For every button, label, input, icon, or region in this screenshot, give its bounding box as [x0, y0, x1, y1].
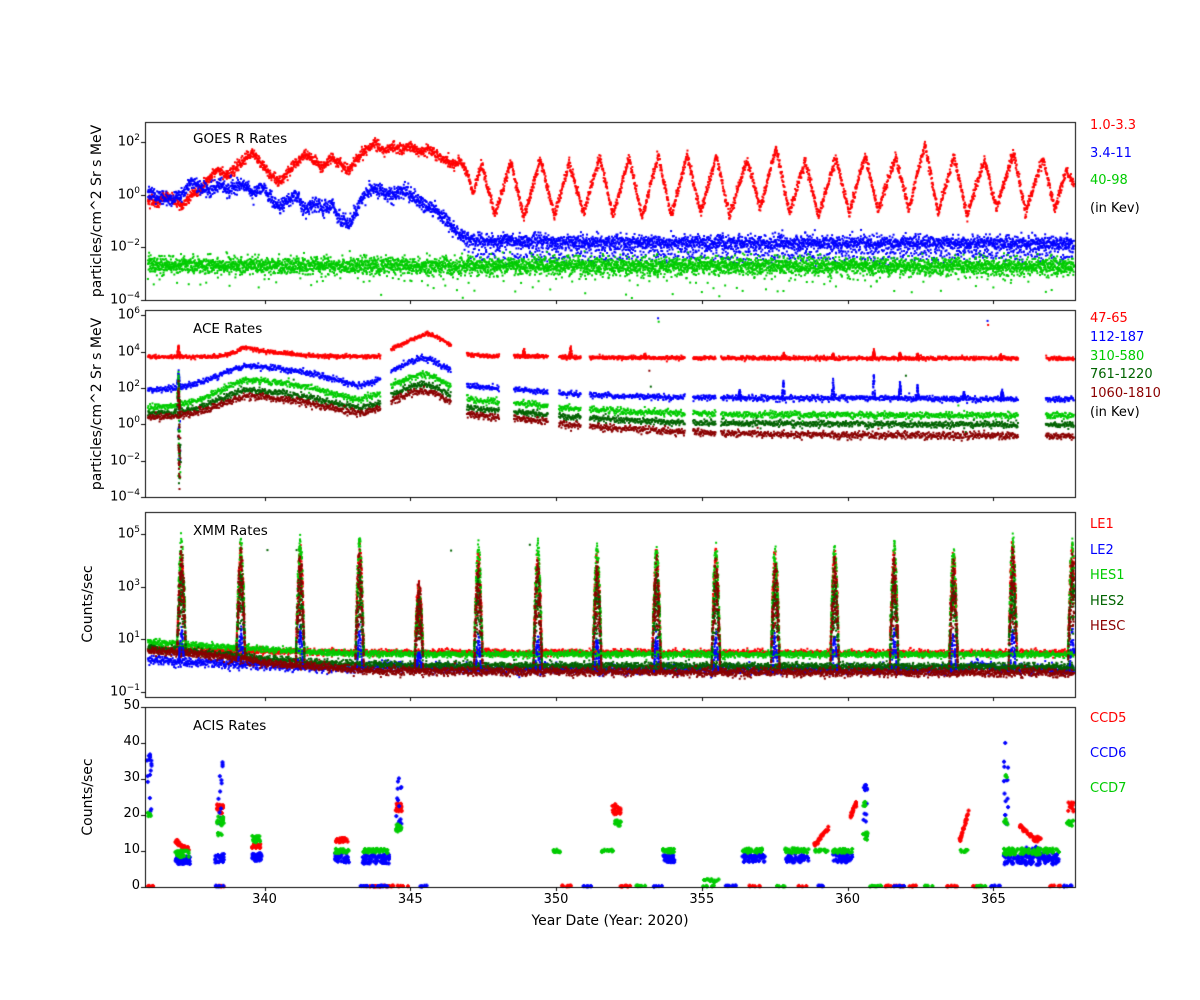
y-tick-label: 103 — [117, 577, 140, 595]
y-tick-label: 106 — [117, 306, 140, 323]
y-tick-label: 102 — [117, 132, 140, 150]
y-tick-label: 102 — [117, 379, 140, 396]
legend-entry: CCD6 — [1090, 746, 1127, 761]
legend-entry: CCD7 — [1090, 781, 1127, 796]
y-tick-label: 0 — [131, 878, 140, 893]
panel-title-goes: GOES R Rates — [193, 131, 288, 147]
x-tick-label: 365 — [980, 892, 1006, 907]
legend-entry: (in Kev) — [1090, 405, 1140, 420]
y-tick-label: 100 — [117, 415, 140, 432]
panel-title-ace: ACE Rates — [193, 321, 263, 337]
y-axis-label-goes: particles/cm^2 Sr s MeV — [89, 124, 105, 298]
y-tick-label: 20 — [123, 806, 140, 821]
legend-entry: CCD5 — [1090, 711, 1127, 726]
legend-entry: HES2 — [1090, 593, 1125, 609]
y-tick-label: 10−2 — [110, 451, 140, 469]
y-tick-label: 10−1 — [110, 682, 140, 700]
legend-entry: 310-580 — [1090, 348, 1145, 364]
panel-title-xmm: XMM Rates — [193, 523, 268, 539]
legend-entry: 1.0-3.3 — [1090, 118, 1137, 133]
legend-entry: 47-65 — [1090, 311, 1128, 326]
legend-entry: LE1 — [1090, 517, 1114, 532]
x-tick-label: 345 — [397, 892, 423, 907]
x-tick-label: 350 — [543, 892, 569, 907]
legend-entry: (in Kev) — [1090, 200, 1140, 216]
y-tick-label: 105 — [117, 525, 140, 542]
x-tick-label: 360 — [835, 892, 860, 907]
x-tick-label: 355 — [689, 892, 715, 907]
y-tick-label: 30 — [123, 770, 140, 785]
y-tick-label: 50 — [123, 698, 140, 713]
y-tick-label: 10 — [123, 842, 140, 857]
x-tick-label: 340 — [252, 892, 277, 907]
legend-entry: 761-1220 — [1090, 367, 1153, 383]
legend-entry: LE2 — [1090, 542, 1114, 558]
legend-entry: HESC — [1090, 619, 1126, 634]
legend-entry: 3.4-11 — [1090, 145, 1132, 161]
legend-entry: 1060-1810 — [1090, 386, 1161, 402]
legend-entry: 112-187 — [1090, 329, 1145, 345]
y-tick-label: 40 — [123, 734, 140, 749]
y-tick-label: 104 — [117, 342, 140, 360]
legend-entry: HES1 — [1090, 568, 1125, 583]
y-tick-label: 101 — [117, 630, 140, 647]
panel-title-acis: ACIS Rates — [193, 718, 267, 734]
y-tick-label: 10−2 — [110, 238, 140, 255]
y-tick-label: 10−4 — [110, 488, 140, 505]
y-tick-label: 10−4 — [110, 291, 140, 308]
legend-entry: 40-98 — [1090, 173, 1128, 188]
y-tick-label: 100 — [117, 185, 140, 202]
x-axis-label: Year Date (Year: 2020) — [531, 913, 689, 929]
